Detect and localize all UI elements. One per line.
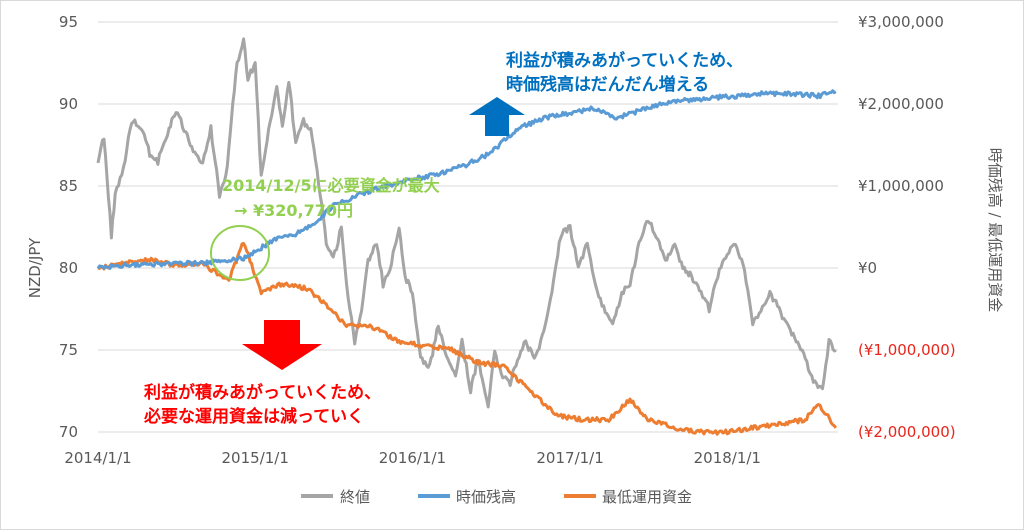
legend: 終値 時価残高 最低運用資金 (301, 488, 692, 506)
y-tick-right: ¥2,000,000 (858, 95, 944, 113)
legend-label-close: 終値 (340, 488, 370, 506)
x-tick: 2017/1/1 (536, 449, 603, 467)
series-line-2 (97, 242, 838, 436)
y-tick-left: 95 (59, 13, 78, 31)
x-tick: 2016/1/1 (379, 449, 446, 467)
peak-annotation-line-2: → ¥320,770円 (234, 201, 353, 220)
y-tick-left: 70 (59, 423, 78, 441)
x-tick: 2014/1/1 (64, 449, 131, 467)
down-arrow-icon (242, 320, 322, 370)
x-tick: 2018/1/1 (694, 449, 761, 467)
up-annotation-line-1: 利益が積みあがっていくため、 (506, 50, 743, 71)
y-tick-right: (¥2,000,000) (858, 423, 956, 441)
legend-label-min-fund: 最低運用資金 (602, 488, 692, 506)
y-tick-right: ¥3,000,000 (858, 13, 944, 31)
down-annotation-line-2: 必要な運用資金は減っていく (143, 406, 364, 427)
series-lines (96, 37, 838, 436)
y-tick-right: ¥0 (858, 259, 877, 277)
down-annotation-line-1: 利益が積みあがっていくため、 (144, 382, 381, 403)
series-line-0 (96, 37, 837, 409)
peak-annotation-line-1: 2014/12/5に必要資金が最大 (222, 176, 440, 195)
y-tick-left: 90 (59, 95, 78, 113)
up-annotation-line-2: 時価残高はだんだん増える (506, 74, 709, 95)
y-axis-title-left: NZD/JPY (26, 237, 44, 298)
up-arrow-icon (469, 97, 525, 136)
peak-highlight-circle (210, 225, 270, 281)
y-tick-left: 75 (59, 341, 78, 359)
y-tick-right: (¥1,000,000) (858, 341, 956, 359)
axis-ticks: 70 75 80 85 90 95 (¥2,000,000) (¥1,000,000) ¥0 ¥1… (59, 13, 956, 467)
y-tick-left: 80 (59, 259, 78, 277)
y-tick-right: ¥1,000,000 (858, 177, 944, 195)
legend-label-balance: 時価残高 (456, 488, 516, 506)
series-line-1 (96, 89, 837, 270)
y-tick-left: 85 (59, 177, 78, 195)
x-tick: 2015/1/1 (222, 449, 289, 467)
y-axis-title-right: 時価残高 / 最低運用資金 (986, 148, 1004, 313)
